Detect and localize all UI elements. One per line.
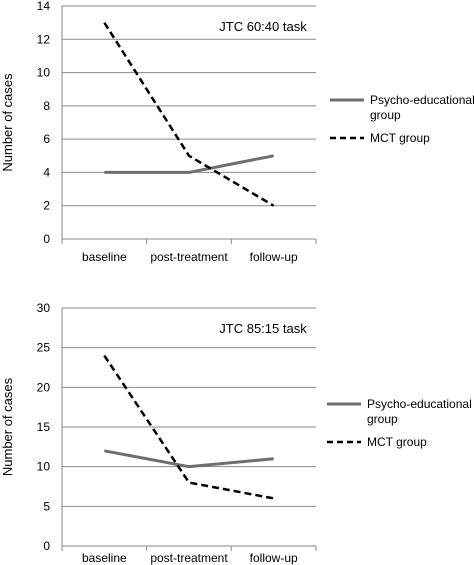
y-axis-label: Number of cases xyxy=(0,73,15,172)
legend-label-line: group xyxy=(367,412,398,426)
legend: Psycho-educational group MCT group xyxy=(330,93,474,145)
x-tick-label: follow-up xyxy=(250,551,298,565)
legend-label-line: MCT group xyxy=(367,435,427,449)
x-tick-label: post-treatment xyxy=(150,250,228,264)
legend-label-line: Psycho-educational xyxy=(370,93,474,107)
y-tick-label: 2 xyxy=(43,199,50,213)
x-tick-label: baseline xyxy=(82,250,127,264)
legend: Psycho-educational group MCT group xyxy=(327,397,472,449)
chart-title: JTC 85:15 task xyxy=(219,321,307,336)
y-tick-label: 10 xyxy=(37,460,51,474)
y-axis-label: Number of cases xyxy=(0,377,15,476)
y-tick-label: 5 xyxy=(43,499,50,513)
legend-label-line: MCT group xyxy=(370,131,430,145)
series-line-mct xyxy=(103,21,275,207)
series-line-mct xyxy=(103,354,274,500)
chart-2: 0 5 10 15 20 25 30 baseline post-treatment follow… xyxy=(0,301,472,565)
legend-label-line: group xyxy=(370,108,401,122)
series-line-psycho-educational xyxy=(104,154,274,174)
y-tick-label: 25 xyxy=(37,341,51,355)
x-tick-label: follow-up xyxy=(250,250,298,264)
legend-label-line: Psycho-educational xyxy=(367,397,472,411)
legend-label: Psycho-educational group xyxy=(367,397,472,426)
legend-label: MCT group xyxy=(367,435,427,449)
x-tick-label: baseline xyxy=(82,551,127,565)
y-tick-label: 12 xyxy=(37,32,51,46)
legend-label: Psycho-educational group xyxy=(370,93,474,122)
series-line-psycho-educational xyxy=(104,449,274,469)
y-tick-label: 8 xyxy=(43,99,50,113)
y-tick-label: 14 xyxy=(37,0,51,13)
y-tick-label: 10 xyxy=(37,66,51,80)
y-tick-label: 0 xyxy=(43,539,50,553)
y-tick-label: 20 xyxy=(37,380,51,394)
y-tick-label: 30 xyxy=(37,301,51,315)
chart-1: 0 2 4 6 8 10 12 14 baseline post-treatment follow-… xyxy=(0,0,474,264)
x-tick-label: post-treatment xyxy=(150,551,228,565)
y-tick-label: 6 xyxy=(43,132,50,146)
legend-label: MCT group xyxy=(370,131,430,145)
y-tick-label: 0 xyxy=(43,232,50,246)
y-tick-label: 4 xyxy=(43,165,50,179)
y-tick-label: 15 xyxy=(37,420,51,434)
chart-title: JTC 60:40 task xyxy=(219,19,307,34)
